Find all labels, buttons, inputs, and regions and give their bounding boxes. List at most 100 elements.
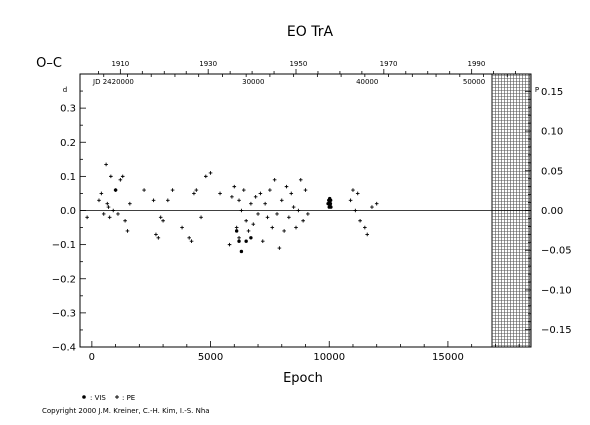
data-point-pe (244, 239, 248, 243)
data-point-vis (109, 174, 113, 179)
data-point-vis (289, 191, 294, 196)
y-tick-label: −0.3 (52, 308, 76, 319)
data-point-vis (101, 212, 106, 216)
data-point-vis (365, 232, 370, 237)
data-point-pe (328, 198, 333, 202)
data-point-vis (277, 246, 282, 250)
data-point-vis (99, 191, 104, 196)
copyright-text: Copyright 2000 J.M. Kreiner, C.-H. Kim, … (42, 407, 210, 415)
data-point-vis (189, 239, 194, 244)
data-point-vis (291, 205, 296, 209)
data-point-pe (328, 201, 333, 206)
top-year-label: 1990 (467, 60, 485, 68)
data-point-vis (194, 188, 199, 192)
data-point-vis (265, 215, 270, 220)
top-year-label: 1910 (111, 60, 129, 68)
data-point-vis (158, 215, 163, 220)
data-point-pe (249, 236, 253, 240)
data-point-vis (125, 229, 130, 233)
legend-vis-label: : VIS (90, 394, 106, 402)
chart-title: EO TrA (287, 24, 334, 40)
data-point-vis (287, 215, 291, 220)
data-point-vis (156, 236, 161, 240)
data-point-vis (249, 201, 253, 206)
y-axis-unit-right: P (535, 86, 539, 94)
data-point-vis (151, 198, 156, 203)
data-point-vis (187, 236, 191, 240)
data-point-pe (239, 249, 244, 254)
y-axis-label: O–C (36, 56, 62, 71)
top-year-label: 1950 (289, 60, 307, 68)
data-point-vis (128, 201, 132, 206)
data-point-vis (85, 215, 89, 220)
x-tick-label: 15000 (432, 352, 464, 363)
y-tick-label: 0.0 (60, 206, 76, 217)
data-point-vis (284, 184, 289, 189)
top-year-label: 1970 (380, 60, 398, 68)
data-point-vis (230, 195, 234, 199)
data-point-vis (241, 188, 246, 192)
data-point-vis (111, 208, 116, 213)
jd-tick-label: 40000 (356, 78, 378, 86)
top-year-label: 1930 (199, 60, 217, 68)
data-point-vis (105, 201, 110, 206)
data-point-vis (234, 225, 239, 230)
tick-labels: 0 5000 10000 15000 0.3 0.2 0.1 0.0 −0.1 −0.2 −0.3 −… (52, 60, 572, 363)
data-point-vis (306, 212, 310, 216)
data-point-vis (363, 225, 367, 230)
data-point-vis (251, 222, 256, 226)
data-point-vis (303, 188, 308, 192)
data-point-vis (199, 215, 203, 220)
data-point-vis (123, 218, 127, 223)
data-points (85, 162, 379, 254)
data-point-vis (116, 212, 120, 216)
y-right-tick-label: −0.10 (541, 285, 572, 296)
data-point-vis (180, 225, 184, 230)
x-tick-label: 5000 (198, 352, 223, 363)
data-point-vis (260, 239, 265, 244)
data-point-vis (237, 198, 241, 203)
y-right-tick-label: −0.05 (541, 246, 572, 257)
data-point-vis (107, 215, 112, 220)
y-tick-label: −0.4 (52, 343, 76, 354)
y-tick-label: −0.2 (52, 274, 76, 285)
legend: : VIS : PE (82, 394, 135, 402)
data-point-vis (239, 208, 244, 213)
y-tick-label: 0.2 (60, 138, 76, 149)
y-right-tick-label: 0.15 (541, 87, 563, 98)
data-point-pe (113, 188, 118, 192)
y-right-tick-label: 0.05 (541, 166, 563, 177)
data-point-vis (370, 205, 374, 209)
data-point-vis (256, 212, 260, 216)
data-point-vis (237, 236, 241, 240)
data-point-vis (204, 174, 208, 179)
jd-tick-label: 50000 (463, 78, 485, 86)
data-point-vis (253, 195, 258, 199)
data-point-vis (263, 201, 267, 206)
y-tick-label: −0.1 (52, 240, 76, 251)
legend-pe-label: : PE (122, 394, 135, 402)
data-point-vis (275, 212, 279, 216)
data-point-vis (227, 242, 232, 247)
data-point-vis (355, 191, 360, 196)
data-point-vis (294, 225, 298, 230)
plot-frame (79, 73, 532, 348)
data-point-vis (97, 198, 101, 203)
data-point-vis (282, 229, 286, 233)
x-tick-label: 10000 (313, 352, 345, 363)
data-point-vis (298, 177, 303, 182)
data-point-vis (161, 218, 165, 223)
axis-ticks (80, 69, 531, 348)
data-point-vis (192, 191, 196, 196)
data-point-vis (120, 174, 125, 179)
data-point-vis (218, 191, 222, 196)
data-point-vis (348, 198, 353, 203)
data-point-vis (208, 171, 213, 175)
data-point-vis (104, 162, 108, 167)
data-point-vis (232, 184, 237, 189)
data-point-vis (166, 198, 170, 203)
y-tick-label: 0.1 (60, 172, 76, 183)
data-point-vis (244, 218, 248, 223)
y-axis-unit-left: d (63, 86, 67, 94)
